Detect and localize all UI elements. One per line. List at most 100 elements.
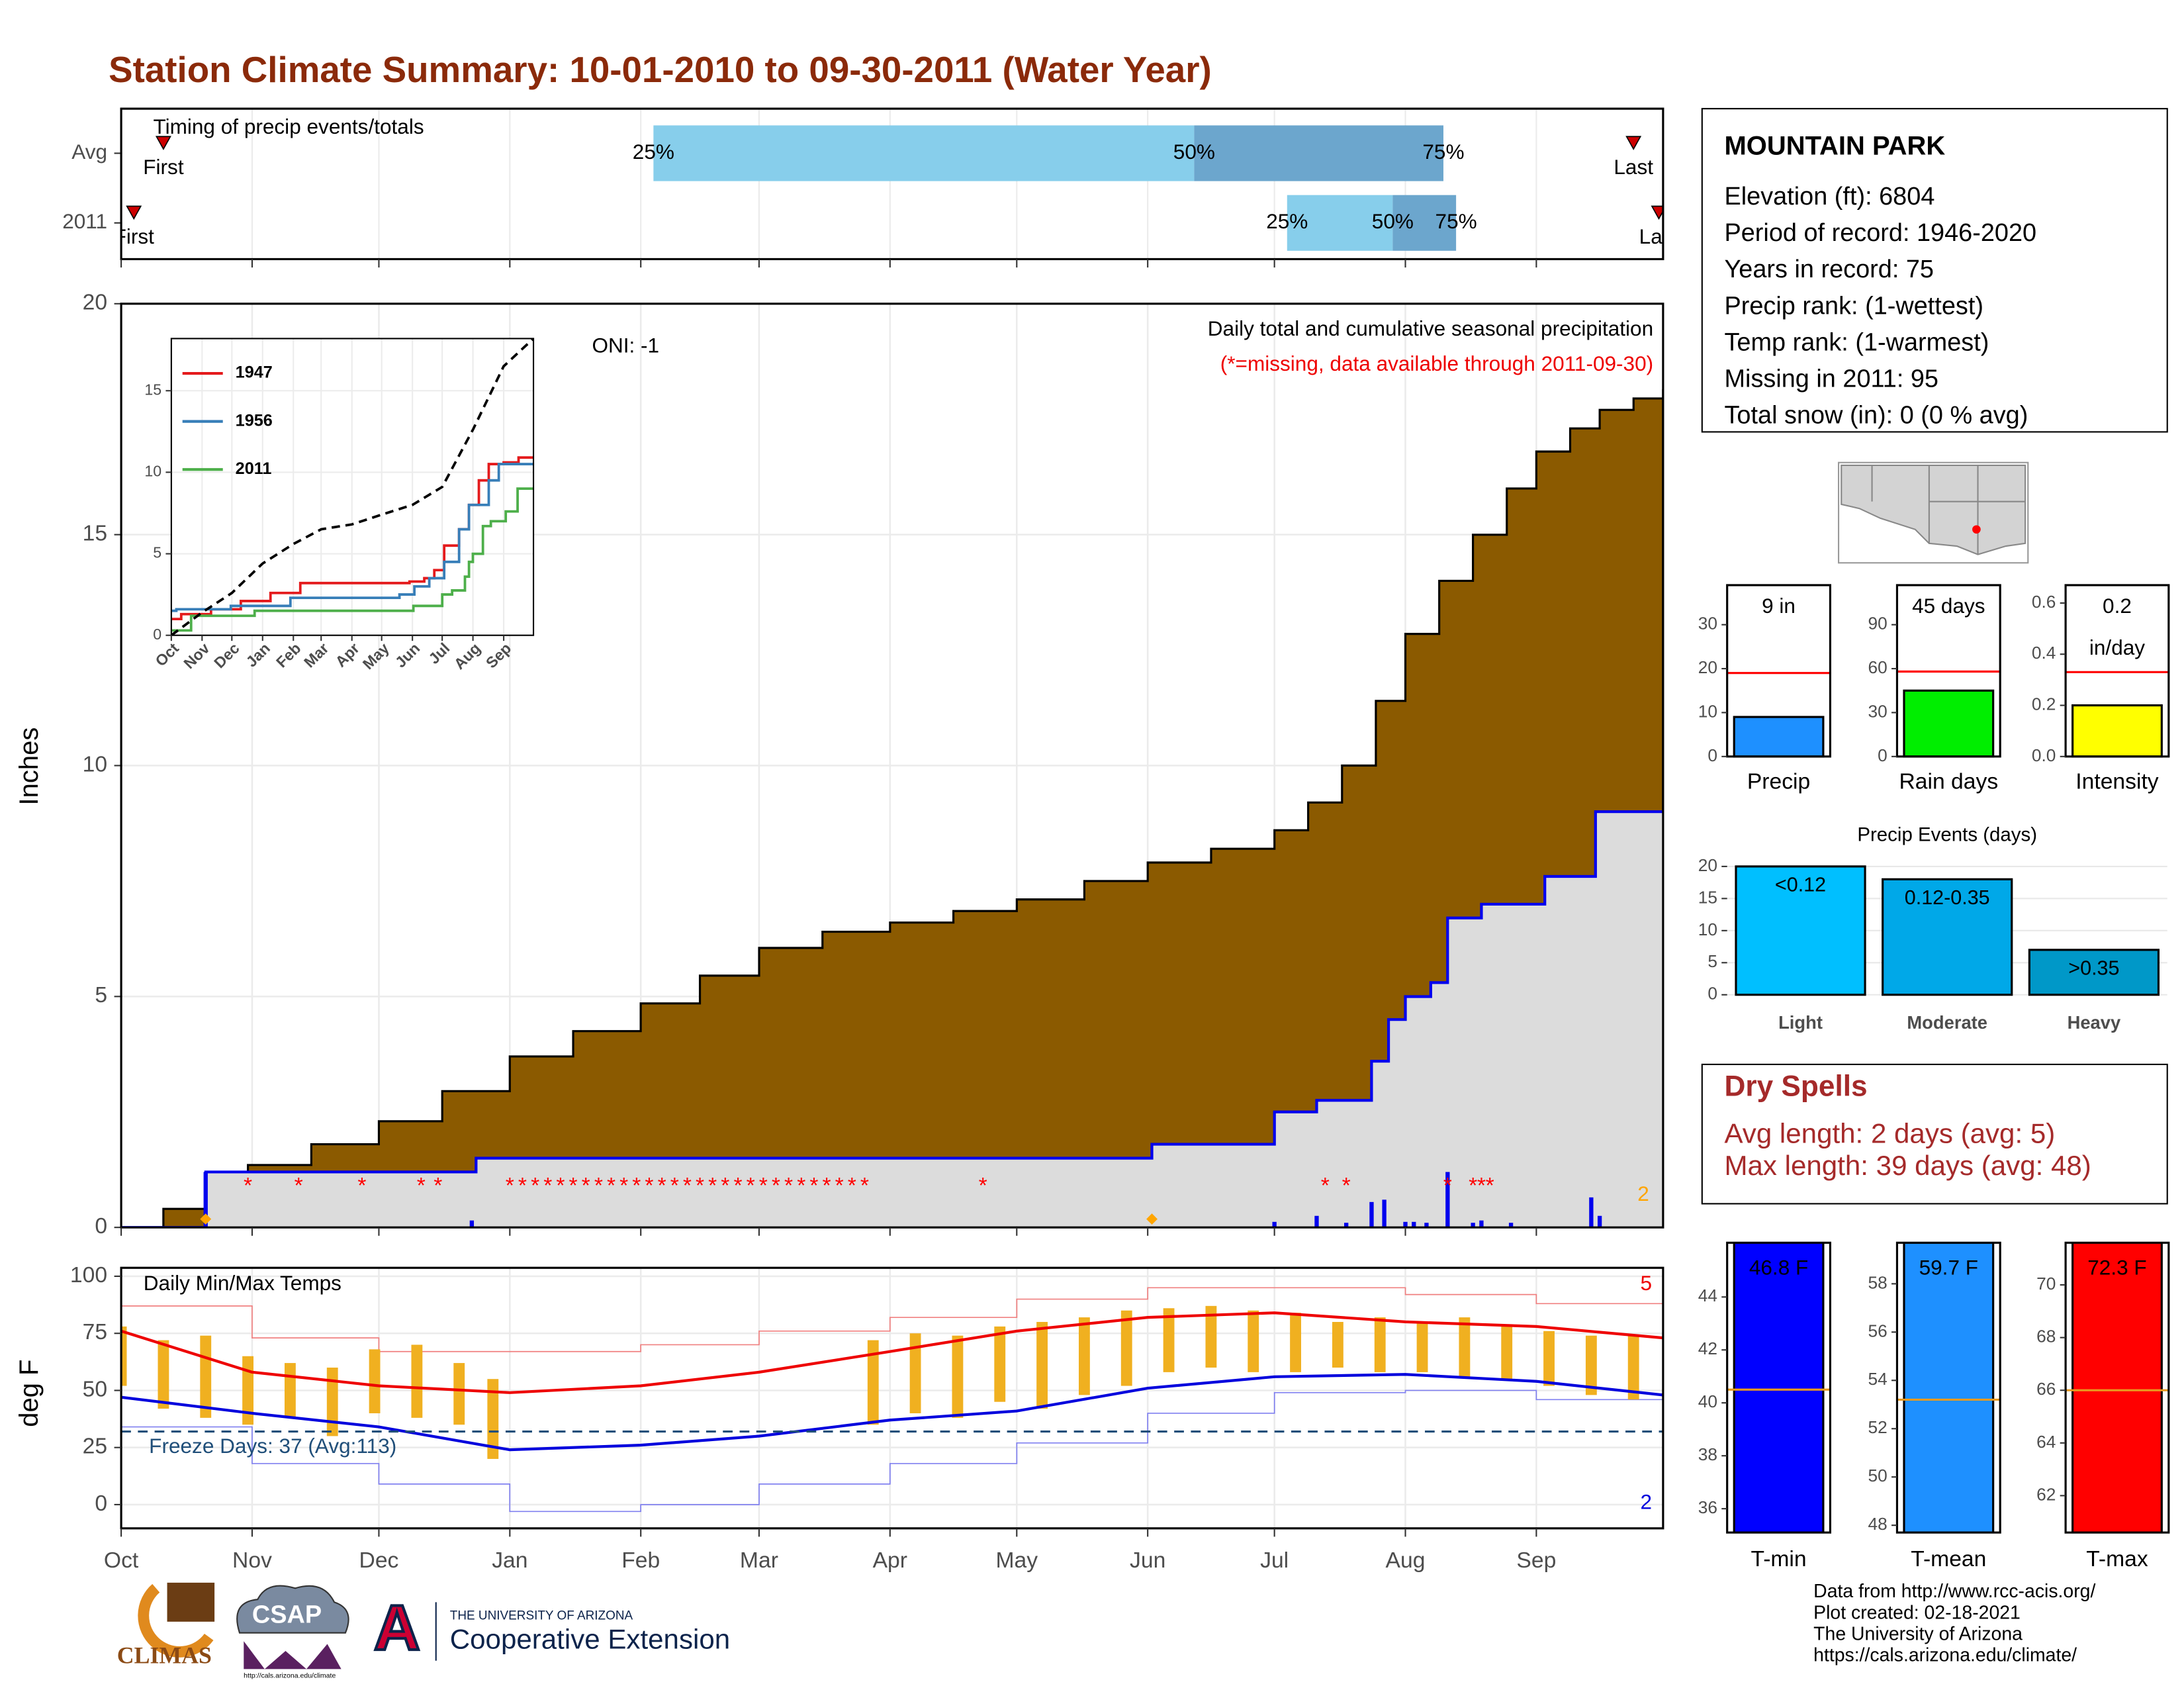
missing-marker: * [531,1174,539,1198]
missing-marker: * [1443,1174,1452,1198]
missing-marker: * [582,1174,590,1198]
avg-cumulative-area [121,389,1663,1228]
info-lines: Elevation (ft): 6804 Period of record: 19… [1724,183,2036,430]
quartile-label: 75% [1435,209,1477,233]
y-tick-label: 30 [1868,701,1887,721]
x-tick-label: Jul [1260,1548,1289,1573]
quartile-label: 25% [633,140,674,164]
temperature-bar-plot: 72.3 F [2066,1243,2169,1533]
series-line [171,487,534,632]
daily-range-bar [1585,1335,1597,1395]
dry-spells-lines: Avg length: 2 days (avg: 5)Max length: 3… [1724,1117,2091,1180]
category-label: T-max [2086,1547,2148,1571]
y-tick-label: 30 [1698,614,1717,633]
x-tick-label: Feb [621,1548,660,1573]
daily-range-bar [1163,1308,1175,1372]
map-borders [1871,465,2026,555]
y-tick-label: 64 [2036,1432,2056,1452]
value-label: 9 in [1762,594,1796,618]
y-tick-label: 100 [70,1263,107,1288]
plot-border [1895,584,2001,758]
plot-border [2064,1241,2170,1534]
series-line [171,456,534,620]
x-tick-label: Oct [104,1548,139,1573]
missing-marker: * [670,1174,679,1198]
y-tick-label: 15 [144,381,161,398]
category-label: Precip [1747,770,1810,794]
missing-marker: * [417,1174,426,1198]
daily-range-bar [200,1335,212,1418]
category-label: Heavy [2068,1012,2121,1033]
y-axis-label: Inches [15,727,44,806]
value-label: 46.8 F [1749,1256,1808,1280]
plot-border [2064,584,2170,758]
y-tick-label: 0 [95,1491,107,1516]
y-tick-label: 5 [153,544,161,561]
y-tick-label: 15 [1698,887,1717,907]
y-tick-label: 10 [1698,919,1717,939]
category-label: Avg [71,140,107,164]
timing-title: Timing of precip events/totals [154,115,424,138]
panel [121,1268,1663,1528]
info-line: Years in record: 75 [1724,256,1934,283]
value-label: 0.12-0.35 [1905,886,1990,909]
daily-bar [1382,1199,1387,1228]
page-title: Station Climate Summary: 10-01-2010 to 0… [109,49,1212,90]
missing-marker: * [747,1174,755,1198]
csap-url: http://cals.arizona.edu/climate [244,1672,336,1680]
climas-emblem [138,1583,214,1658]
event-marker [126,205,142,220]
annotation: ONI: -1 [592,333,659,357]
missing-marker: * [518,1174,527,1198]
y-tick-label: 60 [1868,657,1887,677]
daily-bar [1403,1221,1408,1228]
y-tick-label: 62 [2036,1484,2056,1504]
freeze-label: Freeze Days: 37 (Avg:113) [149,1434,396,1458]
category-label: Moderate [1907,1012,1987,1033]
missing-marker: * [619,1174,628,1198]
missing-marker: * [357,1174,366,1198]
y-tick-label: 50 [1868,1466,1887,1485]
y-tick-label: 10 [144,463,161,480]
missing-marker: * [848,1174,856,1198]
daily-bar [1272,1221,1277,1228]
avg-min-line [121,1373,1663,1452]
value-label: in/day [2089,635,2145,659]
snow-count: 2 [1637,1182,1649,1205]
missing-marker: * [1477,1174,1486,1198]
csap-cloud [236,1585,349,1634]
x-tick-label: May [995,1548,1038,1573]
y-tick-label: 0 [95,1214,107,1239]
daily-range-bar [487,1379,499,1459]
category-label: 2011 [62,209,107,233]
climas-logo: CLIMAS [117,1642,212,1669]
csap-mountains [244,1641,341,1669]
chart-subtitle: (*=missing, data available through 2011-… [1220,352,1653,375]
value-label: 45 days [1912,594,1985,618]
daily-range-bar [1459,1317,1471,1377]
quartile-label: 50% [1173,140,1215,164]
info-line: Precip rank: (1-wettest) [1724,292,1983,320]
missing-marker: * [979,1174,987,1198]
event-label: First [143,155,184,179]
timing-plot: Timing of precip events/totals 25% 50% 75% F… [121,109,1679,259]
summary-bar [1733,716,1825,758]
event-label: Last [1639,224,1679,248]
y-tick-label: 20 [1698,855,1717,875]
summary-bar [2071,704,2163,758]
daily-range-bar [1036,1321,1048,1409]
daily-range-bar [326,1367,338,1436]
info-line: Missing in 2011: 95 [1724,365,1938,393]
y-tick-label: 90 [1868,614,1887,633]
missing-marker: * [645,1174,653,1198]
daily-range-bar [411,1344,423,1418]
y-tick-label: 0 [1707,984,1717,1004]
cumulative-2011-line [121,810,1663,1228]
daily-range-bar [369,1349,381,1413]
value-label: <0.12 [1775,873,1826,896]
y-tick-label: 0 [1878,745,1888,765]
daily-range-bar [121,1326,127,1386]
daily-range-bar [1543,1331,1555,1386]
daily-range-bar [1205,1305,1217,1368]
